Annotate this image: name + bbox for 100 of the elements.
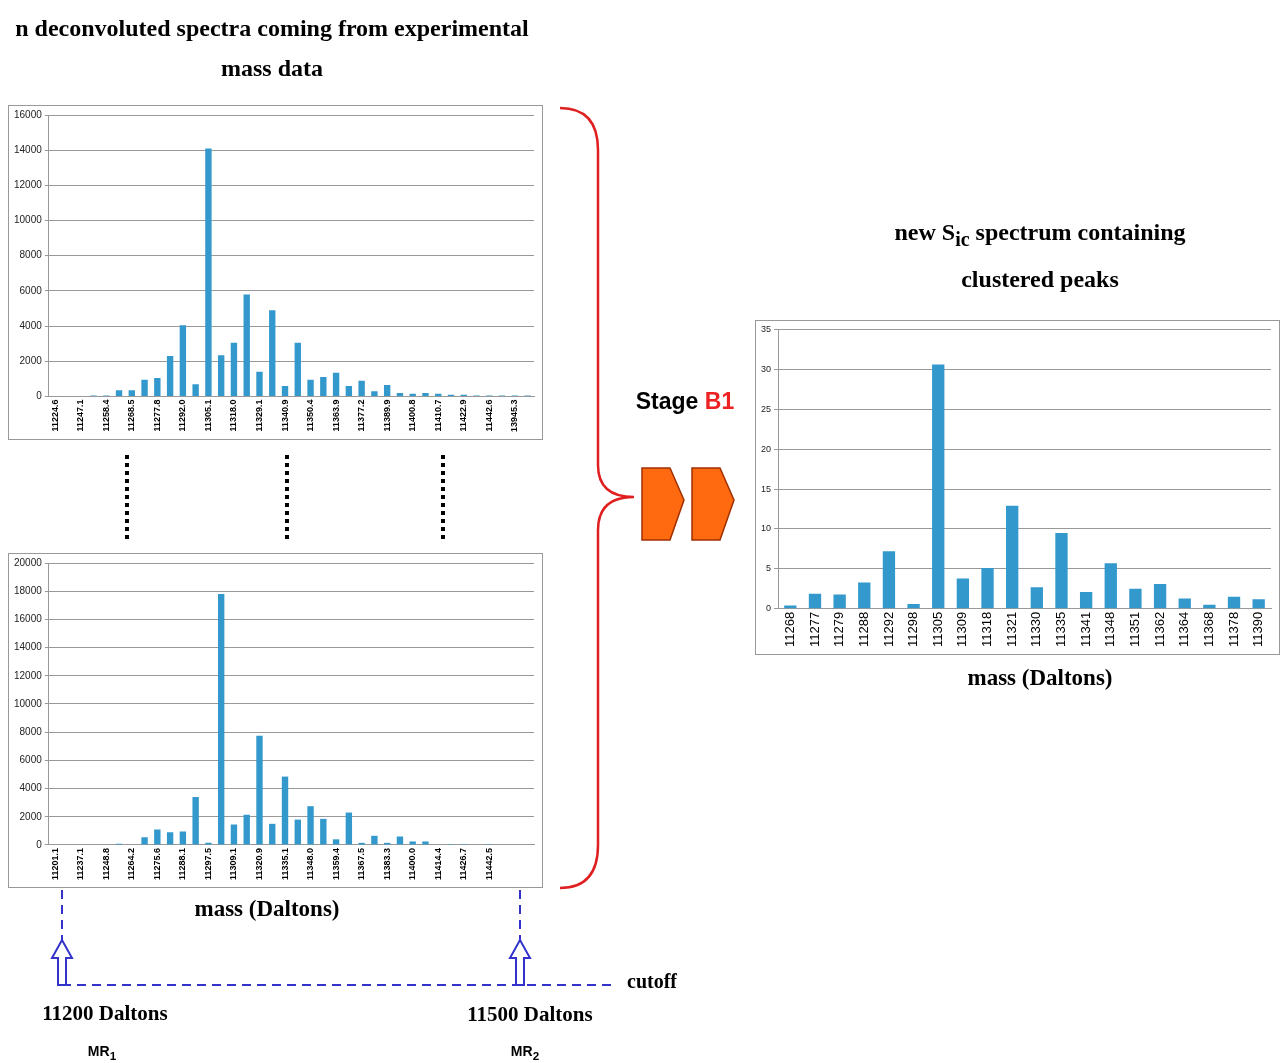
x-tick-label: 11277.8 [151, 399, 162, 432]
bar [956, 578, 970, 609]
bar [332, 372, 340, 396]
y-tick-label: 10000 [14, 214, 43, 226]
bar [1227, 596, 1241, 609]
bar [396, 392, 404, 396]
text: MR$_{1}$ [87, 1042, 117, 1062]
x-tick-label: 11264.2 [126, 847, 137, 881]
x-tick-label: 11318.0 [228, 399, 239, 432]
text: MR$_{2}$ [510, 1042, 540, 1062]
x-tick-label: 11292.0 [177, 399, 188, 432]
bar [256, 735, 263, 845]
x-tick-label: 11247.1 [75, 399, 86, 432]
x-tick-label: 11258.4 [100, 399, 111, 432]
x-tick-label: 11363.9 [330, 399, 341, 432]
y-tick-label: 6000 [19, 754, 43, 766]
bar [981, 568, 994, 609]
y-tick-label: 5 [766, 563, 772, 574]
x-tick-label: 11305 [929, 611, 945, 647]
y-tick-label: 0 [36, 390, 43, 402]
chart-title: n deconvoluted spectra coming from experimental mass data [14, 14, 530, 83]
y-tick-label: 16000 [14, 108, 43, 120]
x-tick-label: 11368 [1200, 611, 1216, 647]
bar [409, 841, 416, 845]
x-tick-label: 13945.3 [509, 399, 520, 433]
bar [422, 392, 429, 396]
x-tick-label: 11248.8 [100, 847, 111, 881]
bar [882, 551, 896, 609]
x-tick-label: 11305.1 [202, 399, 213, 432]
bar [332, 839, 340, 845]
bar [1006, 505, 1019, 609]
bar [243, 294, 250, 396]
x-tick-label: 11350.4 [305, 399, 316, 432]
bar [1055, 532, 1068, 609]
bar [383, 385, 391, 396]
bar [320, 377, 327, 396]
bar [1252, 599, 1265, 609]
bar [154, 378, 161, 396]
x-tick-label: 11292 [880, 611, 896, 647]
y-tick-label: 8000 [19, 249, 43, 261]
text: 11200 Daltons [42, 1001, 168, 1026]
y-tick-label: 4000 [19, 782, 43, 794]
bar [128, 390, 135, 396]
x-tick-label: 11335 [1053, 611, 1069, 647]
x-tick-label: 11268 [781, 611, 797, 647]
x-tick-label: 11329.1 [253, 399, 264, 432]
y-tick-label: 16000 [14, 613, 43, 625]
y-tick-label: 14000 [14, 143, 43, 155]
x-tick-label: 11298 [905, 611, 921, 647]
y-tick-label: 2000 [19, 355, 43, 367]
x-axis-title: mass (Daltons) [966, 665, 1114, 691]
bar [154, 829, 161, 845]
x-tick-label: 11340.9 [279, 399, 290, 432]
bar [256, 371, 263, 396]
y-tick-label: 14000 [14, 641, 43, 653]
bar [179, 325, 187, 396]
x-tick-label: 11400.0 [407, 847, 418, 881]
x-tick-label: 11442.6 [483, 399, 494, 432]
bar [192, 797, 199, 845]
bar [294, 819, 301, 845]
y-tick-label: 20000 [14, 556, 43, 568]
bar [1203, 604, 1216, 609]
bar [269, 310, 276, 396]
text: 11500 Daltons [467, 1002, 593, 1027]
bar [294, 342, 301, 396]
x-tick-label: 11359.4 [330, 847, 341, 881]
x-tick-label: 11201.1 [49, 847, 60, 881]
y-tick-label: 10000 [14, 697, 43, 709]
x-tick-label: 11335.1 [279, 847, 290, 881]
bar [205, 148, 212, 396]
bar [1153, 584, 1167, 609]
y-tick-label: 30 [761, 363, 772, 374]
bar [932, 364, 945, 609]
x-tick-label: 11414.4 [432, 847, 443, 881]
x-tick-label: 11279 [831, 611, 847, 647]
bar [269, 823, 276, 845]
x-tick-label: 11268.5 [126, 399, 137, 432]
x-tick-label: 11309.1 [228, 847, 239, 881]
y-tick-label: 10 [761, 523, 772, 534]
x-tick-label: 11277 [806, 611, 822, 647]
y-tick-label: 15 [761, 483, 772, 494]
bar [115, 390, 123, 396]
bar [371, 391, 378, 396]
bar [907, 604, 920, 609]
x-tick-label: 11309 [954, 611, 970, 647]
bar [808, 593, 822, 609]
text: cutoff [627, 970, 677, 992]
x-tick-label: 11383.3 [381, 847, 392, 881]
bar [141, 379, 148, 396]
y-tick-label: 2000 [19, 810, 43, 822]
x-tick-label: 11330 [1028, 611, 1044, 647]
y-tick-label: 0 [36, 838, 43, 850]
bar [307, 379, 314, 396]
bar [281, 385, 289, 396]
text: Stage B1 [635, 388, 735, 415]
x-tick-label: 11318 [979, 611, 995, 647]
bar [833, 594, 846, 609]
x-tick-label: 11362 [1151, 611, 1167, 647]
bar [1129, 588, 1142, 609]
x-tick-label: 11390 [1250, 611, 1266, 647]
